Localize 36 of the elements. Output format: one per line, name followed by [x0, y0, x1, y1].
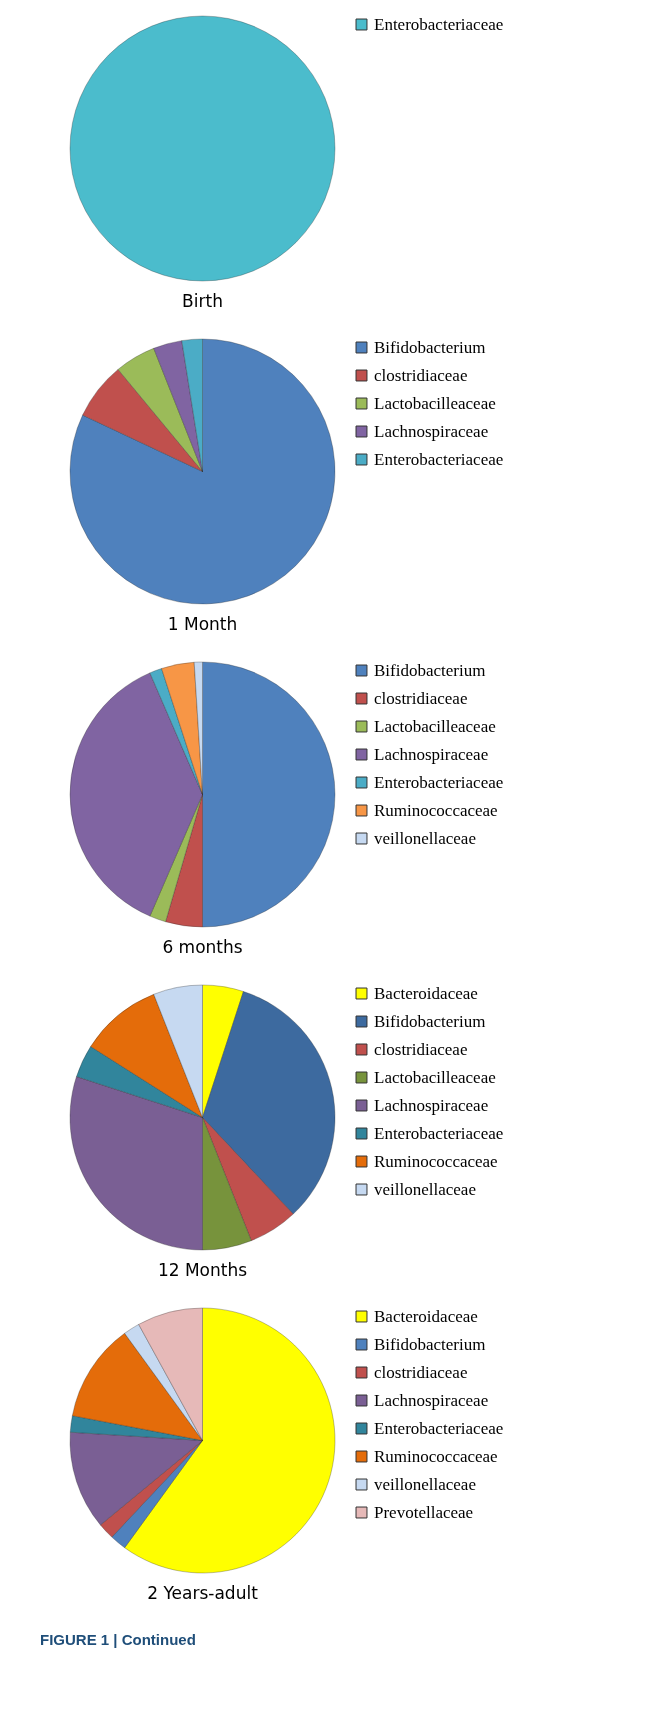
- legend-label: Lactobacilleaceae: [374, 716, 496, 736]
- legend-label: veillonellaceae: [374, 1179, 476, 1199]
- legend-label: Ruminococcaceae: [374, 1446, 498, 1466]
- legend-label: Lachnospiraceae: [374, 1095, 489, 1115]
- legend-label: Lachnospiraceae: [374, 421, 489, 441]
- caption: FIGURE 1 | Continued: [40, 1631, 196, 1648]
- legend-label: Lactobacilleaceae: [374, 393, 496, 413]
- text: 12 Months: [157, 1259, 248, 1280]
- legend-label: veillonellaceae: [374, 828, 476, 848]
- legend-label: Enterobacteriaceae: [374, 1123, 504, 1143]
- legend-label: Bacteroidaceae: [374, 983, 478, 1003]
- legend-label: Enterobacteriaceae: [374, 772, 504, 792]
- text: 6 months: [162, 936, 243, 957]
- legend-label: Ruminococcaceae: [374, 800, 498, 820]
- legend-label: Bifidobacterium: [374, 660, 486, 680]
- text: 1 Month: [167, 613, 238, 634]
- legend-label: Lactobacilleaceae: [374, 1067, 496, 1087]
- legend-label: Bifidobacterium: [374, 337, 486, 357]
- legend-label: Prevotellaceae: [374, 1502, 474, 1522]
- legend-label: clostridiaceae: [374, 1362, 468, 1382]
- legend-label: clostridiaceae: [374, 1039, 468, 1059]
- legend-label: Ruminococcaceae: [374, 1151, 498, 1171]
- text: 2 Years-adult: [147, 1582, 259, 1603]
- legend-label: Bifidobacterium: [374, 1334, 486, 1354]
- legend-label: Lachnospiraceae: [374, 1390, 489, 1410]
- legend-label: clostridiaceae: [374, 365, 468, 385]
- legend-label: Enterobacteriaceae: [374, 14, 504, 34]
- pie-slice: [70, 338, 336, 604]
- legend-label: Lachnospiraceae: [374, 744, 489, 764]
- legend-label: Enterobacteriaceae: [374, 449, 504, 469]
- legend-label: clostridiaceae: [374, 688, 468, 708]
- legend-label: Bifidobacterium: [374, 1011, 486, 1031]
- text: Birth: [182, 290, 223, 311]
- legend-label: Enterobacteriaceae: [374, 1418, 504, 1438]
- legend-label: veillonellaceae: [374, 1474, 476, 1494]
- slice-label: Bacteroidaceae: [374, 1306, 478, 1326]
